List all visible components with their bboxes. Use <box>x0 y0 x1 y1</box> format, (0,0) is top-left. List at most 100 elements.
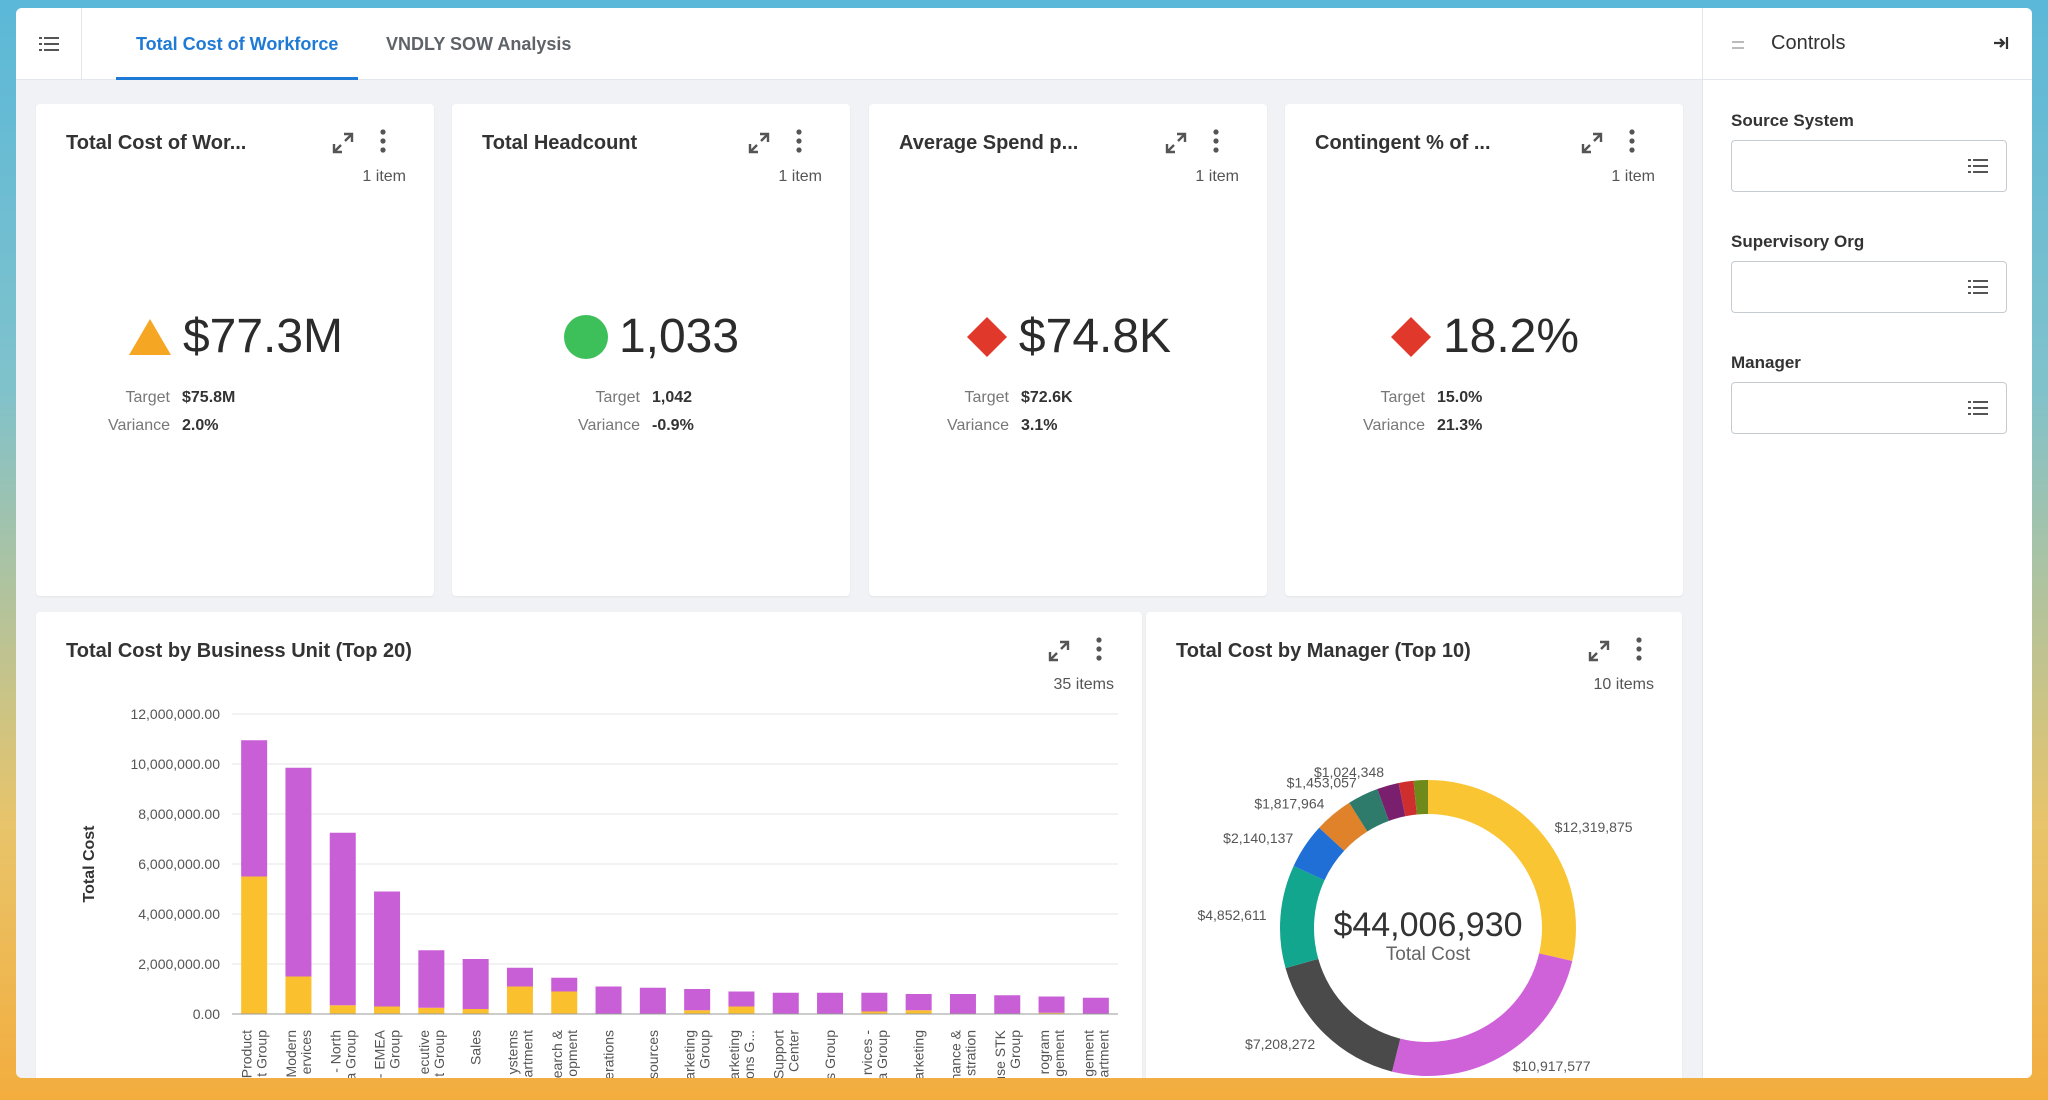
bar-segment[interactable] <box>861 992 888 1012</box>
collapse-panel-icon[interactable] <box>1992 34 2010 52</box>
expand-icon[interactable] <box>1588 640 1610 662</box>
tab-vndly-sow-analysis[interactable]: VNDLY SOW Analysis <box>386 8 571 80</box>
bar-segment[interactable] <box>418 950 445 1008</box>
bar-segment[interactable] <box>817 992 844 1014</box>
x-tick-label-line: erations <box>601 1030 617 1078</box>
more-options-icon[interactable] <box>1634 636 1644 664</box>
donut-slice[interactable] <box>1349 788 1389 832</box>
x-tick-label: ecutive t Group <box>416 1030 447 1077</box>
donut-slice[interactable] <box>1392 953 1573 1076</box>
donut-slice[interactable] <box>1280 865 1325 969</box>
card-title: Total Cost by Business Unit (Top 20) <box>66 640 412 662</box>
bar-segment[interactable] <box>329 832 356 1006</box>
x-tick-label-line: Group <box>697 1030 713 1069</box>
list-prompt-icon[interactable] <box>1968 158 1988 174</box>
source-system-label: Source System <box>1731 111 1854 130</box>
bar-segment[interactable] <box>285 767 312 977</box>
bar-segment[interactable] <box>994 995 1021 1014</box>
controls-panel: Controls Source System Supervisory Org M… <box>1702 8 2032 1078</box>
more-options-icon[interactable] <box>1211 128 1221 156</box>
more-options-icon[interactable] <box>1627 128 1637 156</box>
app-window: Total Cost of Workforce VNDLY SOW Analys… <box>16 8 2032 1078</box>
bar-segment[interactable] <box>329 1005 356 1014</box>
bar-segment[interactable] <box>551 991 578 1015</box>
expand-icon[interactable] <box>1165 132 1187 154</box>
kpi-card: Total Headcount 1 item 1,033 Target 1,042… <box>452 104 850 596</box>
list-prompt-icon[interactable] <box>1968 279 1988 295</box>
tab-label: VNDLY SOW Analysis <box>386 33 572 54</box>
bar-segment[interactable] <box>1038 1012 1065 1014</box>
manager-input[interactable] <box>1731 382 2007 434</box>
expand-icon[interactable] <box>1581 132 1603 154</box>
bar-segment[interactable] <box>374 1006 401 1015</box>
bar-segment[interactable] <box>551 977 578 992</box>
bar-segment[interactable] <box>1038 996 1065 1013</box>
bar-segment[interactable] <box>684 989 711 1011</box>
bar-segment[interactable] <box>595 986 622 1015</box>
expand-icon[interactable] <box>1048 640 1070 662</box>
bar-segment[interactable] <box>241 876 268 1015</box>
item-count: 1 item <box>1195 168 1239 185</box>
x-tick-label-line: gement <box>1051 1030 1067 1077</box>
bar-segment[interactable] <box>285 976 312 1015</box>
bar-segment[interactable] <box>905 1010 932 1014</box>
more-options-icon[interactable] <box>794 128 804 156</box>
variance-value: 2.0% <box>182 417 219 434</box>
drag-handle-icon[interactable] <box>1731 40 1745 50</box>
y-tick-label: 0.00 <box>193 1006 220 1022</box>
bar-segment[interactable] <box>462 1009 489 1014</box>
y-axis-label: Total Cost <box>81 825 98 903</box>
donut-slice[interactable] <box>1398 780 1417 817</box>
source-system-input[interactable] <box>1731 140 2007 192</box>
donut-slice[interactable] <box>1377 782 1406 821</box>
bar-segment[interactable] <box>684 1010 711 1014</box>
tab-label: Total Cost of Workforce <box>136 33 339 54</box>
warning-triangle-icon <box>128 318 171 355</box>
menu-button[interactable] <box>16 8 82 80</box>
target-value: 15.0% <box>1437 389 1483 406</box>
x-tick-label: s Group <box>822 1030 838 1078</box>
bar-segment[interactable] <box>241 740 268 877</box>
bar-segment[interactable] <box>728 1006 755 1015</box>
list-prompt-icon[interactable] <box>1968 400 1988 416</box>
more-options-icon[interactable] <box>1094 636 1104 664</box>
bar-segment[interactable] <box>506 967 533 987</box>
x-tick-label-line: - EMEA <box>372 1029 388 1078</box>
slice-label: $1,817,964 <box>1254 795 1324 811</box>
bar-segment[interactable] <box>418 1007 445 1014</box>
expand-icon[interactable] <box>332 132 354 154</box>
bar-segment[interactable] <box>506 986 533 1015</box>
x-tick-label-line: ervices <box>298 1030 314 1074</box>
slice-label: $1,024,348 <box>1314 764 1384 780</box>
donut-slice[interactable] <box>1319 802 1368 851</box>
kpi-value: 1,033 <box>618 310 740 363</box>
more-options-icon[interactable] <box>378 128 388 156</box>
y-tick-label: 2,000,000.00 <box>138 956 220 972</box>
bar-segment[interactable] <box>374 891 401 1007</box>
tab-total-cost-of-workforce[interactable]: Total Cost of Workforce <box>115 8 359 80</box>
donut-slice[interactable] <box>1413 780 1428 815</box>
supervisory-org-input[interactable] <box>1731 261 2007 313</box>
donut-slice[interactable] <box>1428 780 1576 962</box>
bar-segment[interactable] <box>772 992 799 1014</box>
bar-segment[interactable] <box>905 994 932 1011</box>
slice-label: $2,140,137 <box>1223 830 1293 846</box>
x-tick-label-line: arketing <box>911 1030 927 1078</box>
alert-diamond-icon <box>1390 316 1431 357</box>
bar-segment[interactable] <box>728 991 755 1007</box>
bar-segment[interactable] <box>1082 997 1109 1014</box>
kpi-target-variance: Target $75.8M Variance 2.0% <box>100 384 235 440</box>
donut-slice[interactable] <box>1293 827 1345 881</box>
bar-segment[interactable] <box>949 994 976 1014</box>
bar-segment[interactable] <box>462 959 489 1009</box>
donut-slice[interactable] <box>1285 958 1401 1072</box>
y-tick-label: 6,000,000.00 <box>138 856 220 872</box>
item-count: 1 item <box>1611 168 1655 185</box>
x-tick-label: rvices -a Group <box>859 1030 890 1078</box>
target-value: 1,042 <box>652 389 693 406</box>
expand-icon[interactable] <box>748 132 770 154</box>
bar-segment[interactable] <box>861 1011 888 1015</box>
y-tick-label: 4,000,000.00 <box>138 906 220 922</box>
bar-segment[interactable] <box>639 987 666 1014</box>
x-tick-label: ystems artment <box>504 1030 535 1078</box>
